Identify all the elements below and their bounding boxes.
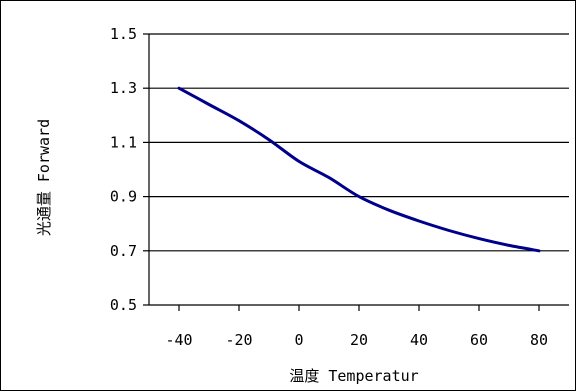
x-tick-label: 60 — [470, 331, 488, 349]
y-tick-label: 1.5 — [110, 25, 137, 43]
y-tick-label: 0.5 — [110, 296, 137, 314]
y-tick-label: 1.1 — [110, 133, 137, 151]
y-axis-title: 光通量 Forward — [35, 119, 53, 236]
x-tick-label: -20 — [225, 331, 252, 349]
series-line — [177, 86, 541, 253]
x-tick-label: 0 — [294, 331, 303, 349]
x-tick-label: 20 — [350, 331, 368, 349]
tick-labels: 0.5 0.7 0.9 1.1 1.3 1.5 -40 -20 0 20 40 60 80 — [110, 25, 548, 349]
x-tick-label: 80 — [530, 331, 548, 349]
axes — [143, 33, 569, 311]
x-axis-title: 温度 Temperatur — [289, 367, 418, 385]
y-tick-label: 1.3 — [110, 79, 137, 97]
x-tick-label: -40 — [165, 331, 192, 349]
series-layer — [177, 86, 541, 253]
y-tick-label: 0.7 — [110, 242, 137, 260]
y-tick-label: 0.9 — [110, 188, 137, 206]
x-tick-label: 40 — [410, 331, 428, 349]
gridlines — [149, 33, 569, 252]
